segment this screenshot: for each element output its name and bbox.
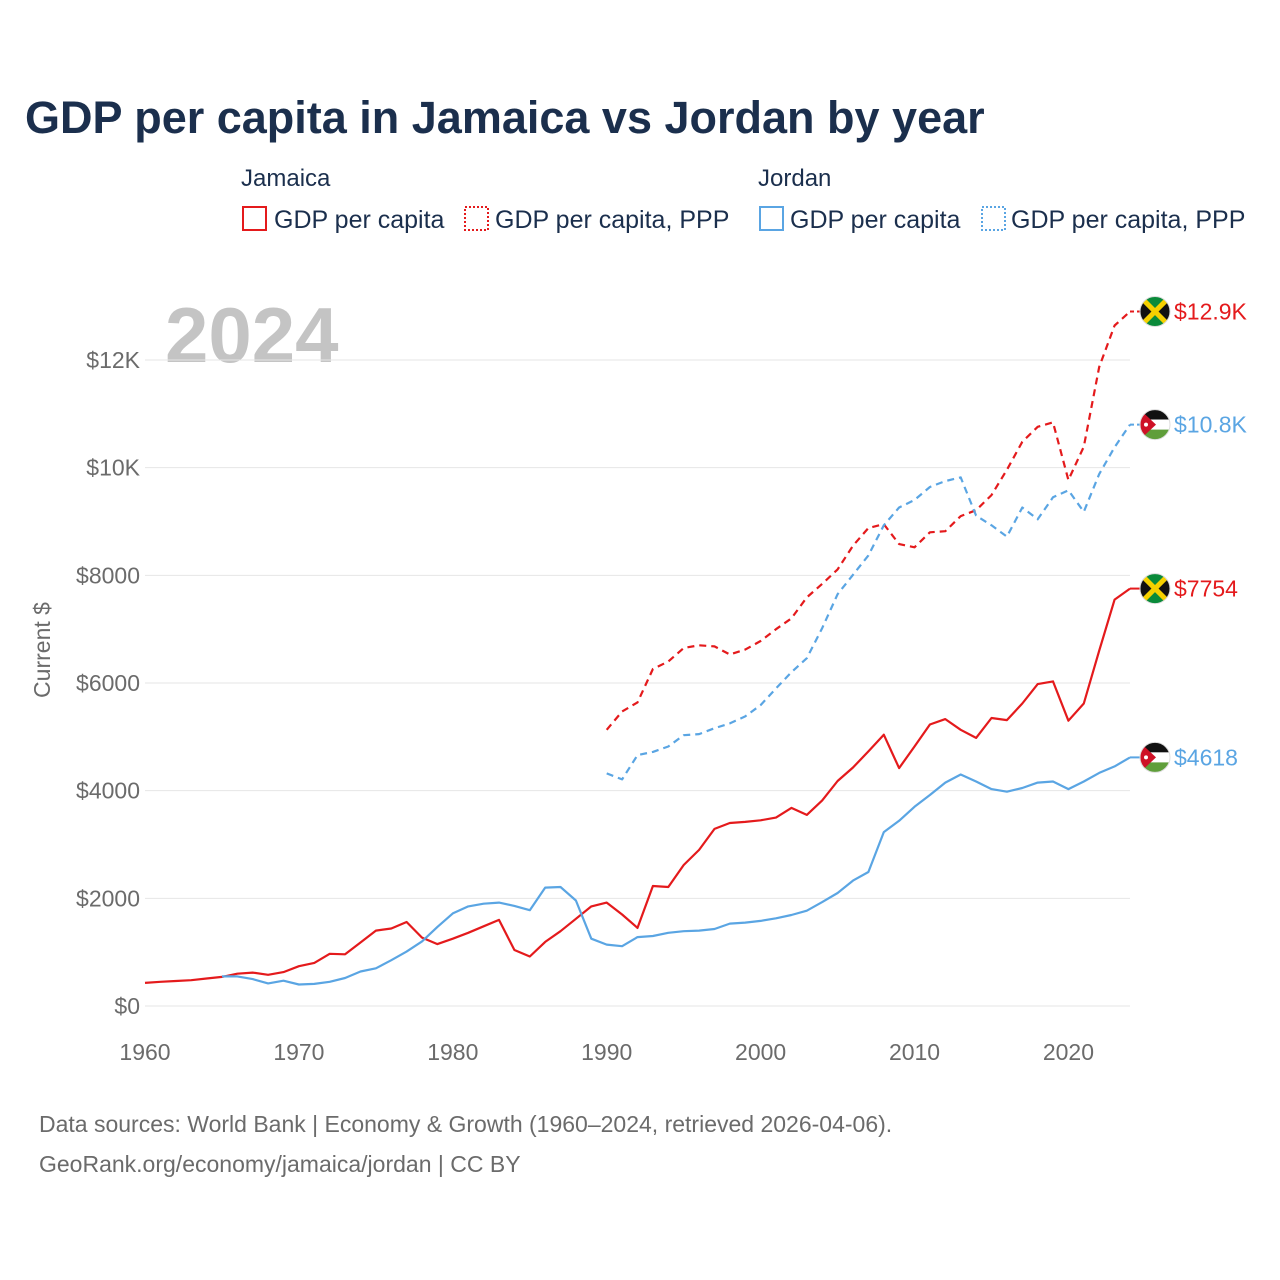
y-tick-label: $8000 — [76, 562, 140, 588]
source-line-1: Data sources: World Bank | Economy & Gro… — [39, 1111, 892, 1137]
legend-group-jamaica: Jamaica — [241, 165, 331, 192]
x-tick-label: 2010 — [889, 1039, 940, 1065]
legend-swatch-jordan-gdp — [759, 206, 784, 231]
legend-group-jordan: Jordan — [758, 165, 831, 192]
x-tick-label: 1960 — [119, 1039, 170, 1065]
legend-item-jordan-ppp: GDP per capita, PPP — [1011, 206, 1245, 234]
y-tick-label: $12K — [86, 347, 140, 373]
x-tick-label: 1970 — [273, 1039, 324, 1065]
legend: Jamaica GDP per capita GDP per capita, P… — [241, 165, 1245, 234]
end-value-label: $10.8K — [1174, 412, 1248, 438]
legend-item-jamaica-ppp: GDP per capita, PPP — [495, 206, 729, 234]
end-value-label: $7754 — [1174, 576, 1238, 602]
jamaica-flag-icon — [1139, 296, 1171, 328]
chart-title: GDP per capita in Jamaica vs Jordan by y… — [25, 92, 985, 143]
legend-item-jamaica-gdp: GDP per capita — [274, 206, 445, 234]
end-value-label: $12.9K — [1174, 299, 1248, 325]
jordan-flag-icon — [1139, 741, 1171, 773]
legend-swatch-jamaica-gdp — [242, 206, 267, 231]
y-tick-label: $10K — [86, 455, 140, 481]
source-line-2: GeoRank.org/economy/jamaica/jordan | CC … — [39, 1151, 521, 1177]
end-value-label: $4618 — [1174, 744, 1238, 770]
x-tick-label: 1990 — [581, 1039, 632, 1065]
series-line-jamaica-gdp-per-capita — [144, 587, 1131, 984]
x-tick-label: 2020 — [1043, 1039, 1094, 1065]
series-line-jamaica-gdp-per-capita-ppp — [605, 310, 1131, 731]
x-tick-label: 1980 — [427, 1039, 478, 1065]
jamaica-flag-icon — [1139, 573, 1171, 605]
series-line-jordan-gdp-per-capita — [222, 756, 1131, 986]
legend-item-jordan-gdp: GDP per capita — [790, 206, 961, 234]
y-tick-label: $6000 — [76, 670, 140, 696]
legend-swatch-jordan-ppp — [981, 206, 1006, 231]
legend-swatch-jamaica-ppp — [464, 206, 489, 231]
y-tick-label: $0 — [114, 993, 140, 1019]
jordan-flag-icon — [1139, 409, 1171, 441]
y-axis-label: Current $ — [29, 602, 55, 698]
y-tick-label: $4000 — [76, 778, 140, 804]
y-tick-label: $2000 — [76, 885, 140, 911]
year-label: 2024 — [165, 291, 339, 379]
series-line-jordan-gdp-per-capita-ppp — [606, 423, 1131, 781]
x-tick-label: 2000 — [735, 1039, 786, 1065]
